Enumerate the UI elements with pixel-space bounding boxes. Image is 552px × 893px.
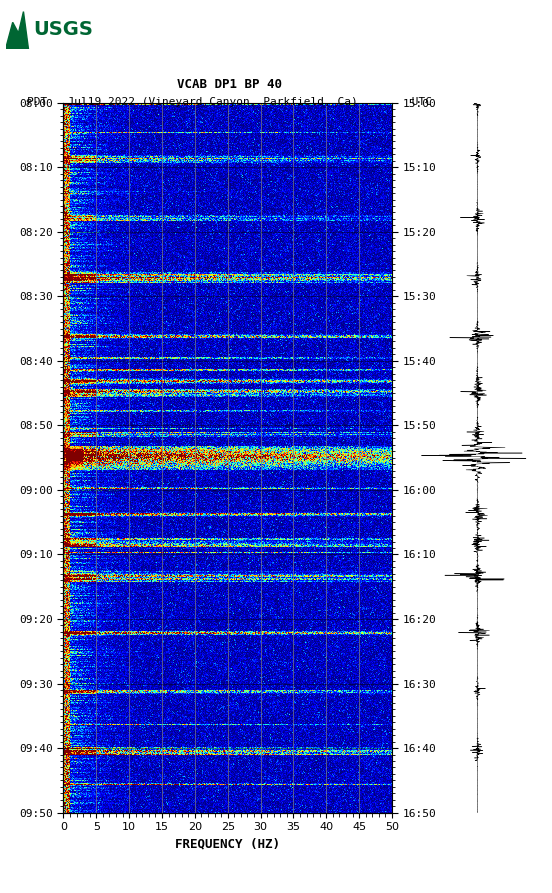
Polygon shape [6, 12, 29, 49]
Text: VCAB DP1 BP 40: VCAB DP1 BP 40 [177, 78, 282, 91]
X-axis label: FREQUENCY (HZ): FREQUENCY (HZ) [175, 838, 280, 851]
Text: PDT   Jul19,2022 (Vineyard Canyon, Parkfield, Ca)        UTC: PDT Jul19,2022 (Vineyard Canyon, Parkfie… [26, 97, 432, 107]
Text: USGS: USGS [33, 21, 93, 39]
